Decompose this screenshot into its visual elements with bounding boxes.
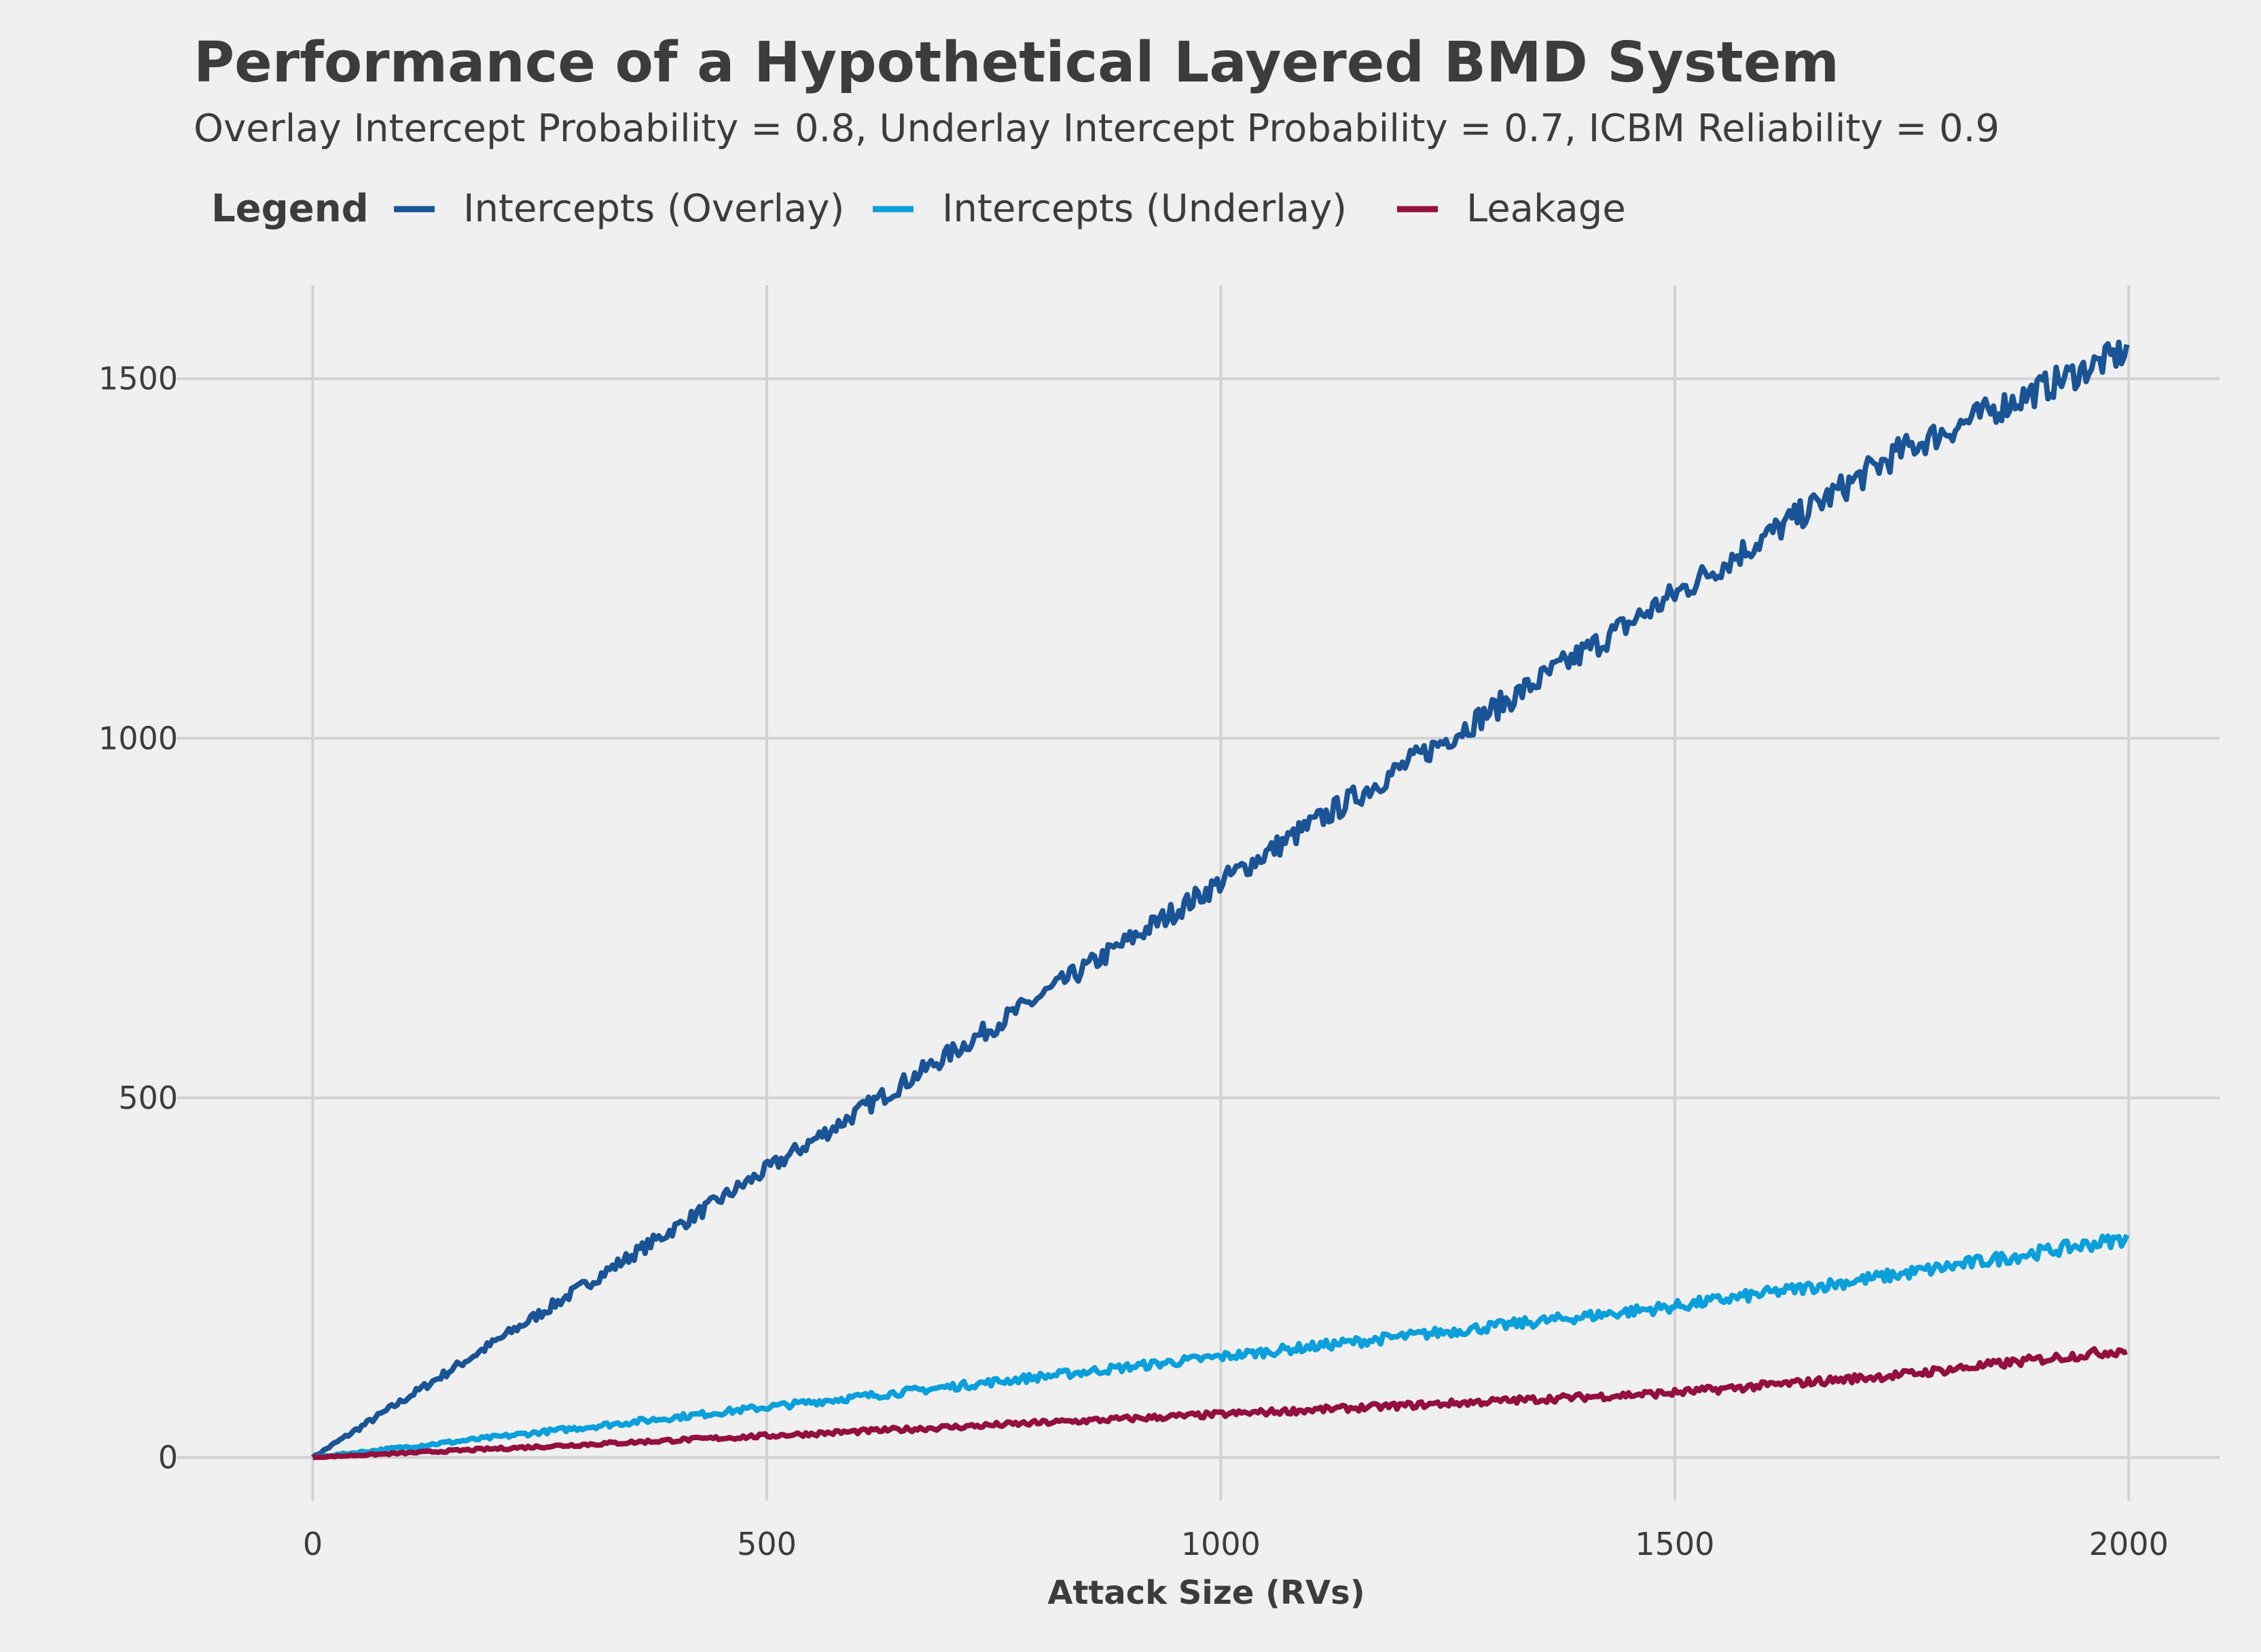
x-tick-label: 500 (737, 1526, 797, 1562)
y-axis-ticks: 0 500 1000 1500 (98, 361, 178, 1476)
x-tick-label: 1000 (1181, 1526, 1261, 1562)
series-line-0 (310, 339, 2130, 1460)
y-tick-label: 1500 (98, 361, 178, 397)
legend-label: Intercepts (Underlay) (942, 187, 1347, 231)
legend-label: Leakage (1466, 187, 1626, 231)
legend: Legend Intercepts (Overlay) Intercepts (U… (211, 187, 1626, 231)
y-tick-label: 500 (118, 1080, 178, 1116)
x-axis-ticks: 0 500 1000 1500 2000 (303, 1526, 2169, 1562)
y-tick-label: 0 (158, 1439, 178, 1475)
legend-title: Legend (211, 187, 369, 231)
y-tick-label: 1000 (98, 720, 178, 756)
series-line-1 (312, 1233, 2130, 1461)
x-tick-label: 1500 (1635, 1526, 1714, 1562)
x-tick-label: 2000 (2089, 1526, 2169, 1562)
series-line-2 (312, 1346, 2128, 1461)
chart-subtitle: Overlay Intercept Probability = 0.8, Und… (194, 107, 2000, 151)
x-tick-label: 0 (303, 1526, 323, 1562)
x-axis-label: Attack Size (RVs) (1047, 1574, 1364, 1612)
chart-title: Performance of a Hypothetical Layered BM… (194, 31, 1839, 95)
legend-label: Intercepts (Overlay) (463, 187, 844, 231)
series-layer (310, 339, 2130, 1461)
